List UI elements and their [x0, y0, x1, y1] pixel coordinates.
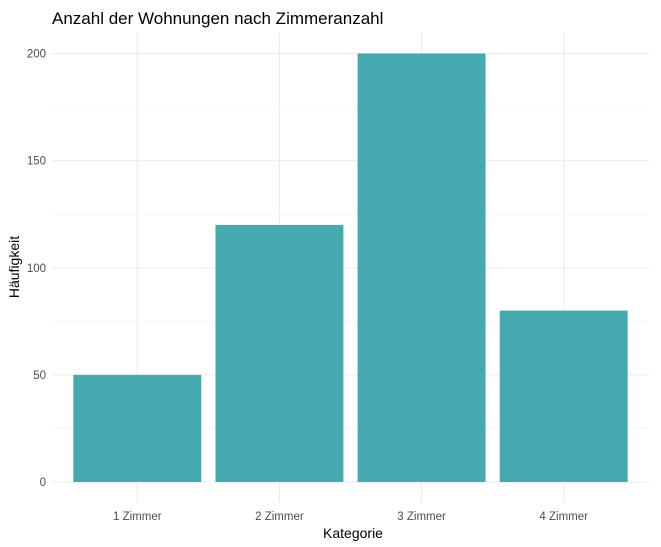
- y-axis-title: Häufigkeit: [6, 236, 22, 298]
- x-axis-title: Kategorie: [323, 525, 383, 541]
- y-tick-label: 200: [27, 49, 46, 61]
- bar: [357, 53, 486, 482]
- x-tick-label: 2 Zimmer: [255, 511, 304, 523]
- y-tick-label: 0: [40, 477, 46, 489]
- x-tick-label: 4 Zimmer: [539, 511, 588, 523]
- bar: [215, 224, 344, 482]
- x-tick-label: 3 Zimmer: [397, 511, 446, 523]
- chart-title: Anzahl der Wohnungen nach Zimmeranzahl: [52, 9, 383, 28]
- y-axis-ticks: 0 50 100 150 200: [27, 49, 46, 490]
- bars: [73, 53, 628, 482]
- bar: [73, 374, 202, 482]
- y-tick-label: 100: [27, 263, 46, 275]
- y-tick-label: 50: [33, 370, 46, 382]
- x-axis-ticks: 1 Zimmer 2 Zimmer 3 Zimmer 4 Zimmer: [113, 511, 588, 523]
- bar: [499, 310, 628, 482]
- x-tick-label: 1 Zimmer: [113, 511, 162, 523]
- y-tick-label: 150: [27, 156, 46, 168]
